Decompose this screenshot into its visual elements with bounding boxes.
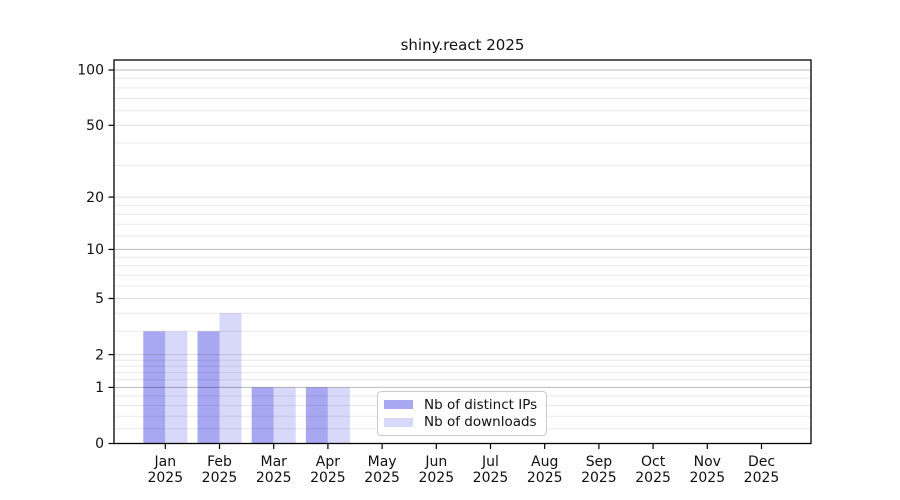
y-tick-label: 20 <box>86 190 104 206</box>
x-tick-label-month: Nov <box>694 454 721 470</box>
legend-item-distinct-ips: Nb of distinct IPs <box>384 397 542 413</box>
bar-apr-downloads <box>327 387 350 444</box>
bar-mar-downloads <box>273 387 296 444</box>
y-tick-label: 2 <box>95 347 104 363</box>
chart-title: shiny.react 2025 <box>400 36 525 54</box>
bar-apr-distinct-ips <box>305 387 328 444</box>
legend-label-distinct-ips: Nb of distinct IPs <box>424 396 538 413</box>
x-tick-label-month: Dec <box>748 454 775 470</box>
chart-legend: Nb of distinct IPs Nb of downloads <box>377 391 547 436</box>
x-tick-label-year: 2025 <box>364 470 400 486</box>
x-tick-label-month: Jan <box>154 454 177 470</box>
x-tick-label-year: 2025 <box>256 470 292 486</box>
bar-feb-downloads <box>219 313 242 444</box>
x-tick-label-year: 2025 <box>635 470 671 486</box>
x-tick-label-year: 2025 <box>581 470 617 486</box>
y-tick-label: 5 <box>95 291 104 307</box>
x-tick-label-year: 2025 <box>527 470 563 486</box>
y-tick-label: 0 <box>95 436 104 452</box>
x-tick-label-year: 2025 <box>147 470 183 486</box>
bar-jan-downloads <box>165 331 188 444</box>
x-tick-label-month: Feb <box>207 454 232 470</box>
legend-item-downloads: Nb of downloads <box>384 414 542 430</box>
x-tick-label-year: 2025 <box>418 470 454 486</box>
x-tick-label-month: Oct <box>641 454 666 470</box>
plot-border <box>113 59 812 445</box>
x-tick-label-month: Sep <box>586 454 613 470</box>
legend-swatch-distinct-ips <box>384 400 413 410</box>
x-tick-label-year: 2025 <box>689 470 725 486</box>
legend-label-downloads: Nb of downloads <box>424 414 537 431</box>
x-tick-label-month: Aug <box>531 454 558 470</box>
legend-swatch-downloads <box>384 417 413 427</box>
y-tick-label: 1 <box>95 380 104 396</box>
x-tick-label-month: Apr <box>316 454 340 470</box>
x-tick-label-year: 2025 <box>310 470 346 486</box>
x-tick-label-year: 2025 <box>202 470 238 486</box>
x-tick-label-year: 2025 <box>744 470 780 486</box>
y-tick-label: 50 <box>86 118 104 134</box>
bar-feb-distinct-ips <box>197 331 220 444</box>
x-tick-label-month: May <box>368 454 397 470</box>
x-tick-label-month: Jun <box>424 454 447 470</box>
y-tick-label: 100 <box>77 63 104 79</box>
x-tick-label-month: Mar <box>260 454 287 470</box>
y-tick-label: 10 <box>86 242 104 258</box>
x-tick-label-month: Jul <box>481 454 499 470</box>
x-tick-label-year: 2025 <box>473 470 509 486</box>
bar-jan-distinct-ips <box>143 331 166 444</box>
bar-mar-distinct-ips <box>251 387 274 444</box>
